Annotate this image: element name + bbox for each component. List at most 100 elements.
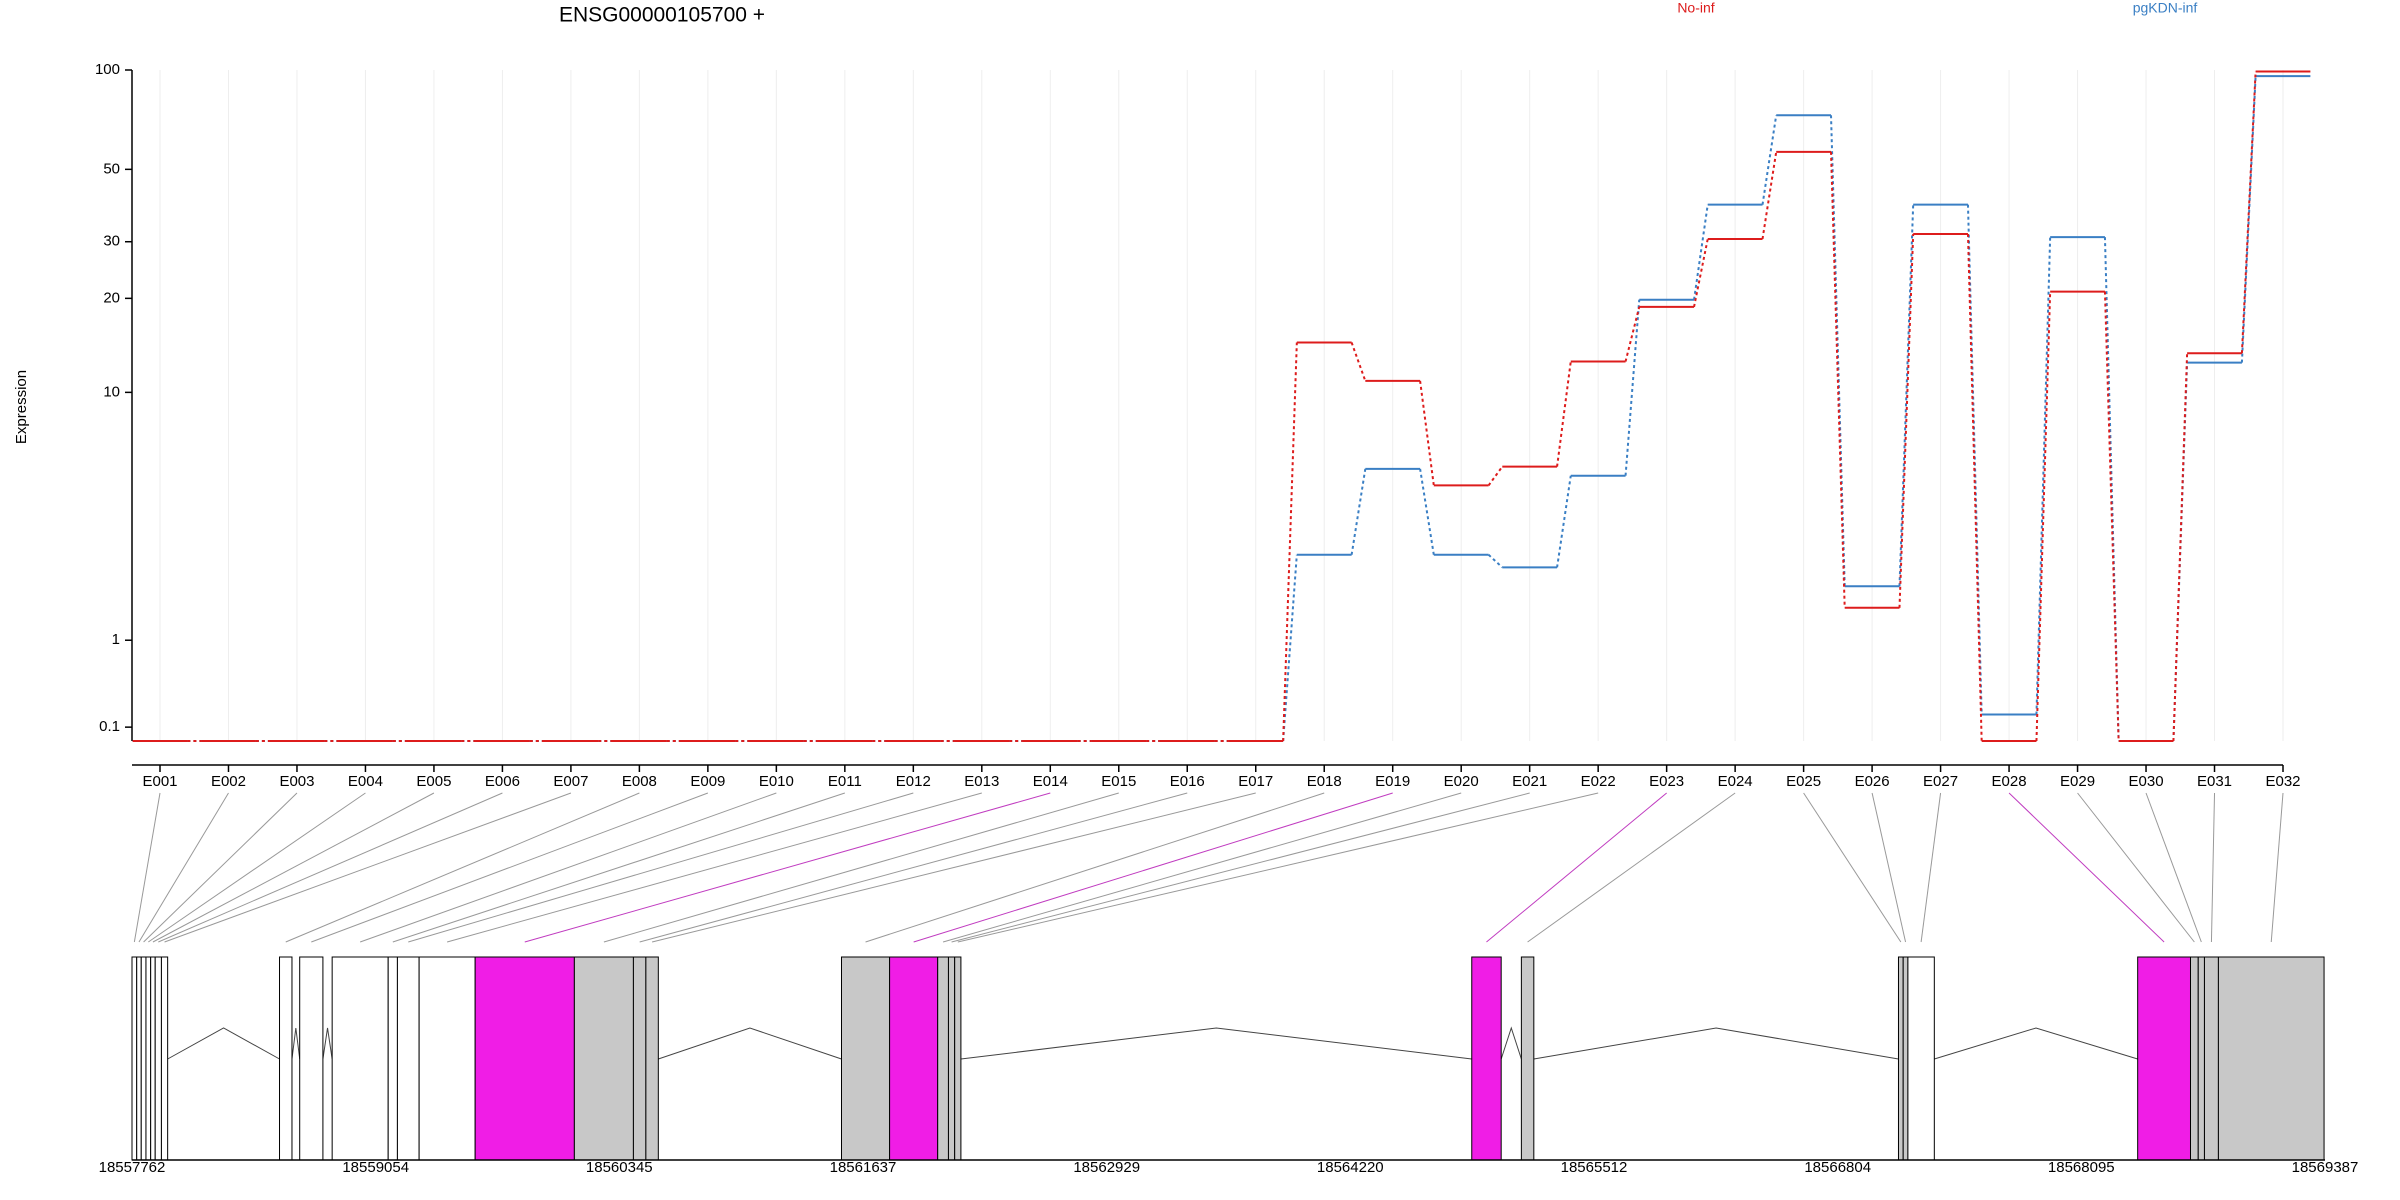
exon bbox=[140, 956, 147, 1161]
exon-link bbox=[2270, 792, 2284, 943]
x-tick-label: E013 bbox=[964, 773, 999, 790]
exon bbox=[136, 956, 142, 1161]
exon bbox=[632, 956, 647, 1161]
x-tick-label: E022 bbox=[1581, 773, 1616, 790]
exon-link bbox=[865, 792, 1325, 943]
step-connector bbox=[1419, 380, 1435, 486]
intron bbox=[1500, 1026, 1522, 1060]
exon-link bbox=[2210, 792, 2216, 943]
y-tick-label: 50 bbox=[103, 160, 120, 177]
exon-link bbox=[133, 792, 161, 943]
intron bbox=[960, 1027, 1472, 1060]
x-tick-label: E014 bbox=[1033, 773, 1068, 790]
exon-link bbox=[143, 792, 298, 943]
y-tick-label: 10 bbox=[103, 383, 120, 400]
step-connector bbox=[1282, 342, 1298, 742]
exon bbox=[2137, 956, 2191, 1161]
step-connector bbox=[1556, 361, 1572, 467]
genome-tick-label: 18559054 bbox=[342, 1159, 409, 1176]
exon-link bbox=[2008, 792, 2165, 943]
x-tick-label: E021 bbox=[1512, 773, 1547, 790]
step-connector bbox=[2172, 353, 2189, 742]
exon bbox=[331, 956, 389, 1161]
genome-tick-label: 18568095 bbox=[2048, 1159, 2115, 1176]
exon bbox=[1520, 956, 1535, 1161]
x-tick-label: E005 bbox=[416, 773, 451, 790]
x-tick-label: E019 bbox=[1375, 773, 1410, 790]
intron bbox=[167, 1027, 280, 1060]
step-connector bbox=[1898, 233, 1915, 608]
step-connector bbox=[1556, 475, 1572, 568]
step-connector bbox=[1830, 151, 1846, 608]
exon bbox=[1902, 956, 1909, 1161]
x-tick-label: E020 bbox=[1444, 773, 1479, 790]
intron bbox=[291, 1027, 301, 1060]
exon bbox=[150, 956, 156, 1161]
exon-link bbox=[2145, 792, 2202, 943]
exon-link bbox=[164, 792, 572, 943]
x-tick-label: E031 bbox=[2197, 773, 2232, 790]
exon-link bbox=[1527, 792, 1736, 943]
exon bbox=[2197, 956, 2205, 1161]
genome-tick-label: 18562929 bbox=[1073, 1159, 1140, 1176]
exon bbox=[645, 956, 659, 1161]
genome-tick-label: 18566804 bbox=[1804, 1159, 1871, 1176]
x-tick-label: E018 bbox=[1307, 773, 1342, 790]
exon-link bbox=[408, 792, 914, 943]
x-tick-label: E016 bbox=[1170, 773, 1205, 790]
exon-link bbox=[359, 792, 777, 943]
step-connector bbox=[1419, 468, 1435, 555]
exon bbox=[2189, 956, 2199, 1161]
x-tick-label: E027 bbox=[1923, 773, 1958, 790]
exon bbox=[954, 956, 962, 1161]
x-tick-label: E010 bbox=[759, 773, 794, 790]
exon-link bbox=[2077, 792, 2195, 943]
step-connector bbox=[2103, 291, 2120, 742]
y-tick-label: 20 bbox=[103, 289, 120, 306]
exon bbox=[2203, 956, 2219, 1161]
x-tick-label: E017 bbox=[1238, 773, 1273, 790]
exon bbox=[154, 956, 162, 1161]
exon bbox=[131, 956, 138, 1161]
exon-link bbox=[639, 792, 1188, 943]
genome-tick-label: 18561637 bbox=[830, 1159, 897, 1176]
exon bbox=[396, 956, 420, 1161]
intron bbox=[658, 1027, 842, 1060]
exon-link bbox=[311, 792, 709, 943]
step-connector bbox=[1966, 233, 1983, 742]
exon bbox=[889, 956, 939, 1161]
x-tick-label: E001 bbox=[142, 773, 177, 790]
chart-title: ENSG00000105700 + bbox=[559, 4, 765, 27]
exon-link bbox=[524, 792, 1051, 943]
step-connector bbox=[1693, 238, 1709, 308]
legend-entry: No-inf bbox=[1677, 0, 1714, 16]
exon-link bbox=[152, 792, 435, 943]
x-tick-label: E024 bbox=[1718, 773, 1753, 790]
x-tick-label: E012 bbox=[896, 773, 931, 790]
exon bbox=[840, 956, 891, 1161]
exon bbox=[2217, 956, 2325, 1161]
x-tick-label: E006 bbox=[485, 773, 520, 790]
intron bbox=[1533, 1027, 1899, 1060]
genome-tick-label: 18557762 bbox=[99, 1159, 166, 1176]
x-tick-label: E003 bbox=[279, 773, 314, 790]
exon bbox=[1897, 956, 1904, 1161]
intron bbox=[322, 1027, 333, 1060]
exon bbox=[279, 956, 293, 1161]
y-tick-label: 1 bbox=[112, 631, 120, 648]
exon bbox=[145, 956, 152, 1161]
step-connector bbox=[1487, 466, 1504, 487]
genome-tick-label: 18569387 bbox=[2292, 1159, 2359, 1176]
exon bbox=[1471, 956, 1502, 1161]
genome-tick-label: 18560345 bbox=[586, 1159, 653, 1176]
exon bbox=[387, 956, 398, 1161]
exon-link bbox=[158, 792, 503, 943]
step-connector bbox=[1624, 306, 1641, 362]
exon bbox=[573, 956, 634, 1161]
y-tick-label: 0.1 bbox=[99, 718, 120, 735]
step-connector bbox=[1898, 204, 1915, 587]
legend-entry: pgKDN-inf bbox=[2133, 0, 2198, 16]
exon bbox=[299, 956, 324, 1161]
x-tick-label: E026 bbox=[1855, 773, 1890, 790]
